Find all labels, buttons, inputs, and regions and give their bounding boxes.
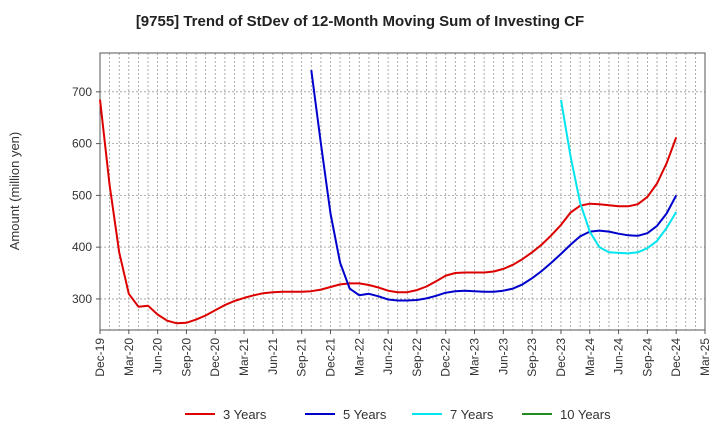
plot-area: [100, 53, 705, 330]
x-tick-label: Dec-22: [439, 338, 453, 377]
x-tick-label: Mar-22: [352, 338, 366, 376]
x-tick-label: Mar-25: [698, 338, 712, 376]
legend-label: 3 Years: [223, 407, 267, 422]
y-tick-label: 300: [72, 292, 92, 306]
x-tick-label: Mar-24: [583, 338, 597, 376]
legend: 3 Years 5 Years 7 Years 10 Years: [185, 407, 611, 422]
y-tick-labels: 300 400 500 600 700: [72, 85, 100, 306]
legend-label: 10 Years: [560, 407, 611, 422]
x-tick-label: Jun-20: [151, 338, 165, 375]
y-tick-label: 400: [72, 240, 92, 254]
series-lines: [99, 69, 678, 325]
legend-label: 7 Years: [450, 407, 494, 422]
x-tick-label: Dec-23: [554, 338, 568, 377]
x-tick-label: Jun-24: [612, 338, 626, 375]
x-tick-label: Sep-20: [179, 338, 193, 377]
x-tick-label: Sep-23: [525, 338, 539, 377]
x-tick-label: Mar-23: [468, 338, 482, 376]
x-tick-label: Jun-21: [266, 338, 280, 375]
series-line-5-years: [310, 69, 678, 302]
y-tick-label: 500: [72, 188, 92, 202]
x-tick-label: Jun-23: [496, 338, 510, 375]
plot-border: [99, 52, 706, 331]
x-tick-label: Mar-21: [237, 338, 251, 376]
x-tick-label: Sep-22: [410, 338, 424, 377]
y-axis-label: Amount (million yen): [7, 132, 22, 251]
series-line-7-years: [560, 99, 678, 255]
y-tick-label: 600: [72, 137, 92, 151]
grid-lines: [100, 53, 705, 330]
x-tick-label: Mar-20: [122, 338, 136, 376]
x-tick-label: Dec-21: [323, 338, 337, 377]
legend-label: 5 Years: [343, 407, 387, 422]
x-tick-label: Sep-24: [640, 338, 654, 377]
chart-title: [9755] Trend of StDev of 12-Month Moving…: [135, 13, 585, 30]
y-tick-label: 700: [72, 85, 92, 99]
x-tick-label: Jun-22: [381, 338, 395, 375]
x-tick-label: Dec-19: [93, 338, 107, 377]
x-tick-label: Dec-24: [669, 338, 683, 377]
x-tick-labels: Dec-19 Mar-20 Jun-20 Sep-20 Dec-20 Mar-21 Jun-…: [93, 330, 712, 377]
x-tick-label: Dec-20: [208, 338, 222, 377]
x-tick-label: Sep-21: [295, 338, 309, 377]
